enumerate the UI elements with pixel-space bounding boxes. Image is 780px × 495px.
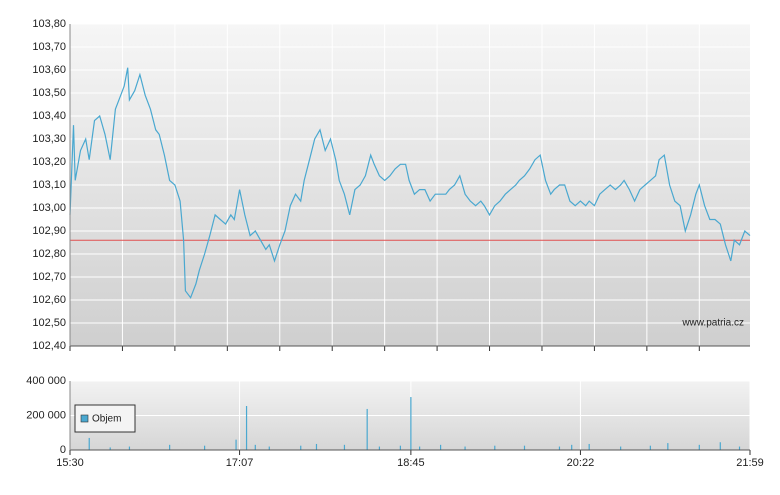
x-tick-label: 15:30 bbox=[56, 457, 84, 469]
watermark: www.patria.cz bbox=[681, 318, 744, 329]
volume-bar bbox=[698, 444, 700, 450]
x-tick-label: 20:22 bbox=[567, 457, 595, 469]
x-tick-label: 18:45 bbox=[397, 457, 425, 469]
volume-bar bbox=[738, 446, 741, 450]
x-tick-label: 21:59 bbox=[736, 457, 764, 469]
volume-bar bbox=[315, 443, 318, 450]
legend-label: Objem bbox=[92, 414, 121, 425]
volume-bar bbox=[169, 444, 171, 450]
volume-bar bbox=[378, 446, 381, 450]
y-tick-label: 103,20 bbox=[32, 156, 66, 168]
volume-bar bbox=[439, 444, 442, 450]
volume-bar bbox=[558, 446, 561, 450]
volume-bar bbox=[399, 445, 401, 450]
y-tick-label: 103,40 bbox=[32, 110, 66, 122]
volume-bar bbox=[571, 444, 573, 450]
volume-bar bbox=[300, 445, 302, 450]
y-tick-label: 102,90 bbox=[32, 225, 66, 237]
volume-bar bbox=[410, 397, 412, 450]
price-line bbox=[69, 67, 751, 299]
y-tick-label: 103,80 bbox=[32, 18, 66, 30]
volume-bar bbox=[667, 443, 669, 450]
volume-bar bbox=[235, 439, 237, 450]
volume-bar bbox=[204, 445, 206, 450]
y-tick-label: 102,80 bbox=[32, 248, 66, 260]
y-tick-label: 102,40 bbox=[32, 340, 66, 352]
volume-bar bbox=[620, 446, 622, 450]
volume-bar bbox=[245, 406, 248, 450]
volume-bar bbox=[588, 443, 590, 450]
y-tick-label: 200 000 bbox=[26, 409, 66, 421]
y-tick-label: 103,00 bbox=[32, 202, 66, 214]
y-tick-label: 103,30 bbox=[32, 133, 66, 145]
y-tick-label: 103,10 bbox=[32, 179, 66, 191]
x-tick-label: 17:07 bbox=[226, 457, 254, 469]
volume-bar bbox=[523, 445, 526, 450]
y-tick-label: 102,60 bbox=[32, 294, 66, 306]
volume-bar bbox=[366, 408, 368, 450]
y-tick-label: 400 000 bbox=[26, 375, 66, 387]
volume-bar bbox=[254, 444, 256, 450]
y-tick-label: 103,50 bbox=[32, 87, 66, 99]
y-tick-label: 0 bbox=[60, 444, 66, 456]
volume-bar bbox=[268, 446, 270, 450]
y-tick-label: 103,60 bbox=[32, 64, 66, 76]
volume-bar bbox=[419, 446, 421, 450]
y-tick-label: 102,70 bbox=[32, 271, 66, 283]
y-tick-label: 103,70 bbox=[32, 41, 66, 53]
volume-bar bbox=[464, 446, 466, 450]
volume-bar bbox=[649, 445, 651, 450]
volume-bar bbox=[719, 442, 721, 450]
y-tick-label: 102,50 bbox=[32, 317, 66, 329]
volume-bar bbox=[128, 446, 131, 450]
volume-bar bbox=[88, 437, 90, 450]
volume-bar bbox=[494, 445, 496, 450]
volume-bar bbox=[343, 444, 346, 450]
legend-swatch bbox=[80, 414, 89, 423]
volume-bar bbox=[109, 447, 111, 450]
